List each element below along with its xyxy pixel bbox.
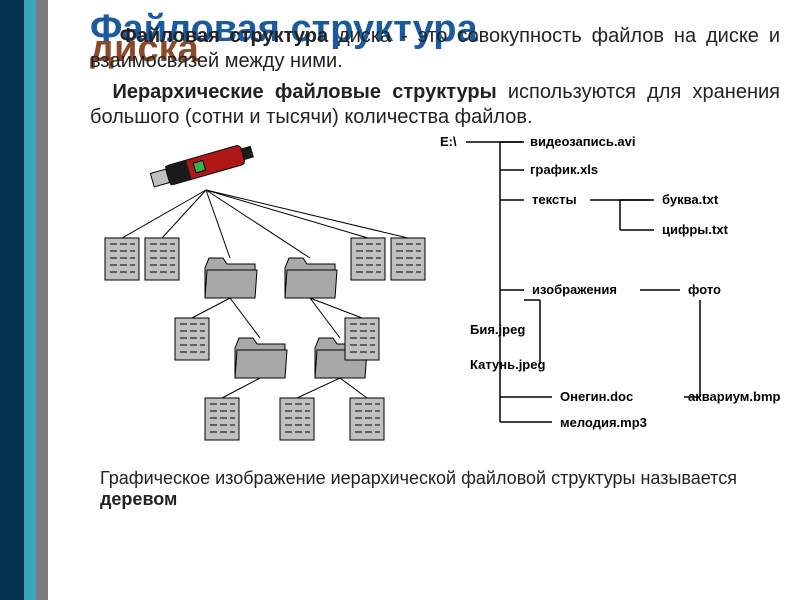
file-icon — [350, 398, 384, 440]
tree-item: видеозапись.avi — [530, 134, 636, 149]
folder-icon — [285, 258, 337, 298]
tree-item: мелодия.mp3 — [560, 415, 647, 430]
tree-item: график.xls — [530, 162, 598, 177]
tree-item: Онегин.doc — [560, 389, 633, 404]
paragraph-bold: деревом — [100, 489, 177, 509]
tree-item: буква.txt — [662, 192, 718, 207]
file-icon — [351, 238, 385, 280]
slide-sidebar — [0, 0, 60, 600]
tree-folder: изображения — [532, 282, 617, 297]
file-icon — [280, 398, 314, 440]
paragraph-hierarchical: Иерархические файловые структуры использ… — [90, 80, 780, 130]
file-icon — [205, 398, 239, 440]
paragraph-text: Графическое изображение иерархической фа… — [100, 468, 737, 488]
tree-folder: тексты — [532, 192, 577, 207]
paragraph-tree-definition: Графическое изображение иерархической фа… — [90, 468, 780, 510]
folder-icon — [205, 258, 257, 298]
file-icon — [345, 318, 379, 360]
file-tree-graphic — [90, 138, 450, 458]
text-tree: E:\ видеозапись.avi график.xls тексты бу… — [440, 132, 800, 452]
file-icon — [145, 238, 179, 280]
folder-icon — [235, 338, 287, 378]
tree-item: Бия.jpeg — [470, 322, 525, 337]
paragraph-bold: Иерархические файловые структуры — [112, 81, 496, 103]
tree-item: Катунь.jpeg — [470, 357, 545, 372]
diagram-area: E:\ видеозапись.avi график.xls тексты бу… — [90, 138, 780, 468]
tree-folder: фото — [688, 282, 721, 297]
file-icon — [391, 238, 425, 280]
tree-item: аквариум.bmp — [688, 389, 780, 404]
text-tree-lines — [440, 132, 800, 452]
sidebar-graphic — [0, 0, 60, 600]
paragraph-definition: Файловая структура диска - это совокупно… — [90, 24, 780, 74]
usb-drive-icon — [150, 142, 255, 190]
file-icon — [105, 238, 139, 280]
tree-item: цифры.txt — [662, 222, 728, 237]
paragraph-bold: Файловая структура — [120, 25, 328, 47]
file-icon — [175, 318, 209, 360]
tree-root: E:\ — [440, 134, 457, 149]
